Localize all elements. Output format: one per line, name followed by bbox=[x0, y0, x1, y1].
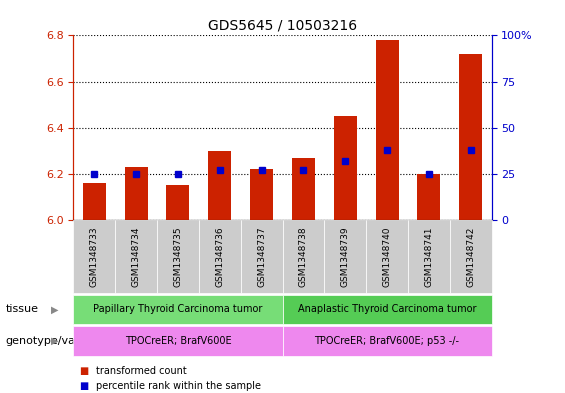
Bar bbox=[292, 158, 315, 220]
Bar bbox=[250, 169, 273, 220]
Text: GSM1348736: GSM1348736 bbox=[215, 226, 224, 287]
Title: GDS5645 / 10503216: GDS5645 / 10503216 bbox=[208, 19, 357, 33]
Text: ■: ■ bbox=[79, 381, 88, 391]
Text: Anaplastic Thyroid Carcinoma tumor: Anaplastic Thyroid Carcinoma tumor bbox=[298, 305, 476, 314]
Text: Papillary Thyroid Carcinoma tumor: Papillary Thyroid Carcinoma tumor bbox=[93, 305, 263, 314]
Text: GSM1348734: GSM1348734 bbox=[132, 226, 141, 286]
Bar bbox=[167, 185, 189, 220]
Text: GSM1348740: GSM1348740 bbox=[383, 226, 392, 286]
Bar bbox=[418, 174, 440, 220]
Bar bbox=[334, 116, 357, 220]
Bar bbox=[459, 54, 482, 220]
Bar bbox=[125, 167, 147, 220]
Text: tissue: tissue bbox=[6, 305, 38, 314]
Bar bbox=[83, 183, 106, 220]
Text: GSM1348735: GSM1348735 bbox=[173, 226, 182, 287]
Text: GSM1348733: GSM1348733 bbox=[90, 226, 99, 287]
Text: GSM1348738: GSM1348738 bbox=[299, 226, 308, 287]
Text: GSM1348739: GSM1348739 bbox=[341, 226, 350, 287]
Bar bbox=[376, 40, 398, 220]
Text: ▶: ▶ bbox=[51, 336, 58, 346]
Bar bbox=[208, 151, 231, 220]
Text: GSM1348742: GSM1348742 bbox=[466, 226, 475, 286]
Text: transformed count: transformed count bbox=[96, 366, 187, 376]
Text: GSM1348741: GSM1348741 bbox=[424, 226, 433, 286]
Text: ■: ■ bbox=[79, 366, 88, 376]
Text: genotype/variation: genotype/variation bbox=[6, 336, 112, 346]
Text: TPOCreER; BrafV600E: TPOCreER; BrafV600E bbox=[125, 336, 231, 346]
Text: ▶: ▶ bbox=[51, 305, 58, 314]
Text: percentile rank within the sample: percentile rank within the sample bbox=[96, 381, 261, 391]
Text: TPOCreER; BrafV600E; p53 -/-: TPOCreER; BrafV600E; p53 -/- bbox=[315, 336, 459, 346]
Text: GSM1348737: GSM1348737 bbox=[257, 226, 266, 287]
